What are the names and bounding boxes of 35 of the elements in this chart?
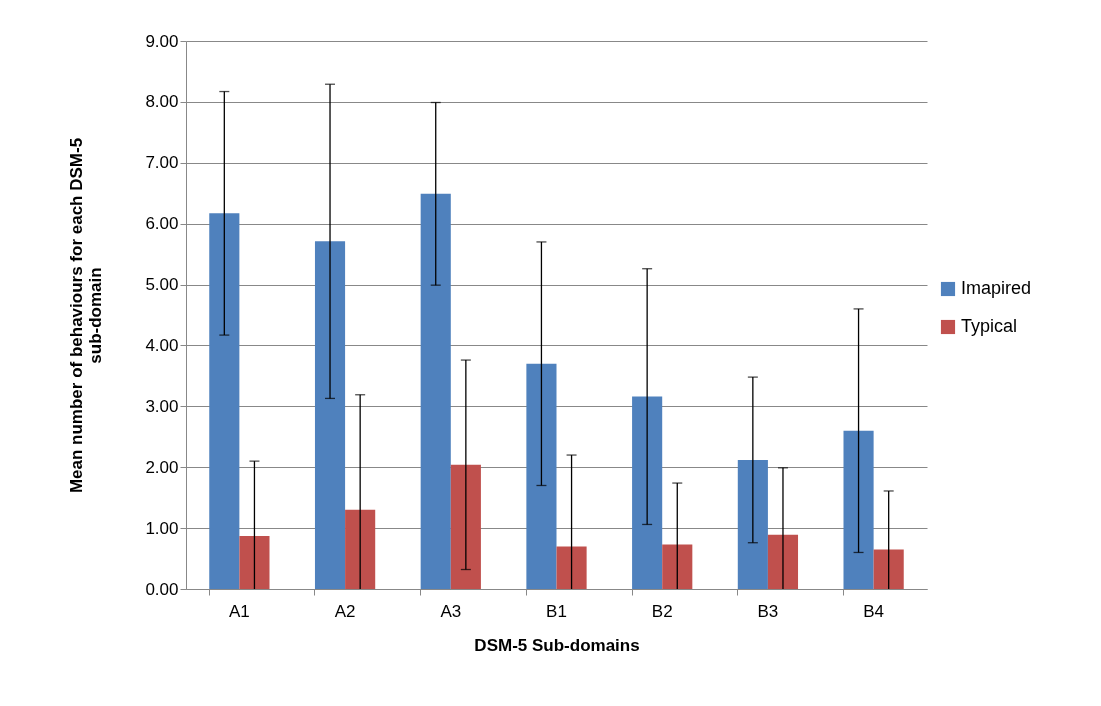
x-tick-label: B3 xyxy=(757,601,779,621)
y-tick-label: 2.00 xyxy=(145,457,179,477)
legend-label: Imapired xyxy=(961,278,1032,298)
bar xyxy=(420,193,451,589)
y-tick-label: 4.00 xyxy=(145,335,179,355)
bar xyxy=(209,213,240,589)
bar xyxy=(450,464,481,589)
x-tick-label: A3 xyxy=(440,601,462,621)
bar xyxy=(314,241,346,589)
bar xyxy=(873,549,904,589)
bar xyxy=(526,363,557,589)
x-tick-label: B4 xyxy=(863,601,885,621)
y-axis-title: Mean number of behaviours for each DSM-5 sub-domain xyxy=(67,137,106,494)
y-tick-label: 0.00 xyxy=(145,579,179,599)
y-tick-label: 9.00 xyxy=(145,31,179,51)
bar xyxy=(239,536,270,589)
y-tick-label: 1.00 xyxy=(145,518,179,538)
y-tick-label: 7.00 xyxy=(145,153,179,173)
bar xyxy=(662,544,693,589)
x-tick-label: A1 xyxy=(228,601,250,621)
x-tick-label: A2 xyxy=(334,601,356,621)
y-tick-label: 6.00 xyxy=(145,214,179,234)
bar xyxy=(632,396,663,589)
bar xyxy=(767,534,799,589)
x-tick-label: B2 xyxy=(651,601,673,621)
y-tick-label: 5.00 xyxy=(145,275,179,295)
bar xyxy=(345,509,376,589)
y-tick-label: 3.00 xyxy=(145,396,179,416)
bar xyxy=(737,459,768,589)
bar xyxy=(556,546,587,589)
y-tick-label: 8.00 xyxy=(145,92,179,112)
legend-label: Typical xyxy=(961,316,1018,336)
x-tick-label: B1 xyxy=(546,601,567,621)
x-axis-title: DSM-5 Sub-domains xyxy=(474,635,640,655)
bar xyxy=(843,430,874,589)
